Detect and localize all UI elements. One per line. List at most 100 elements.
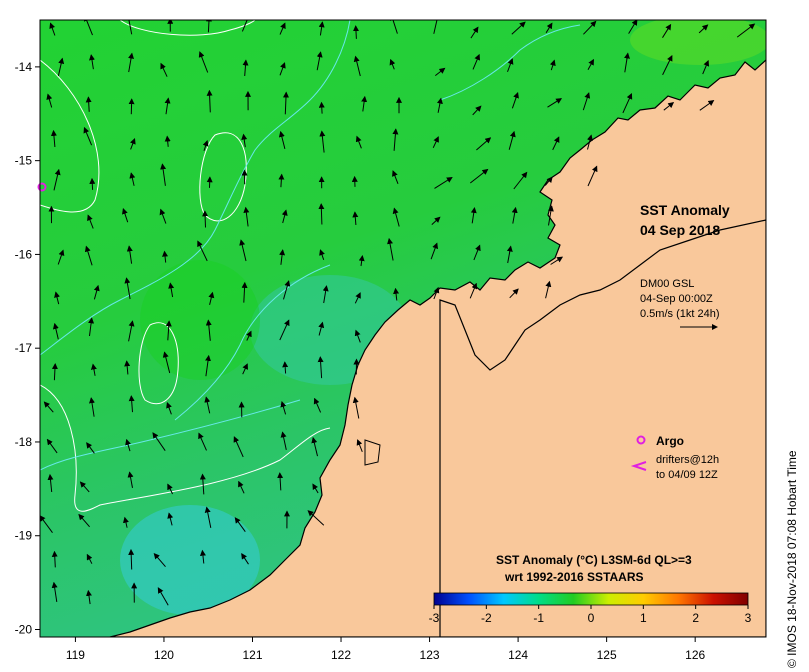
land-island [364, 439, 381, 466]
colorbar-tick-label: 1 [640, 611, 647, 625]
current-vector-arrow [354, 292, 361, 304]
current-vector-arrow [164, 135, 171, 147]
map-title-line2: 04 Sep 2018 [640, 222, 720, 238]
current-vector-arrow [318, 101, 325, 114]
current-vector-arrow [52, 322, 59, 340]
current-vector-arrow [281, 209, 288, 224]
land-kimberley-coast [439, 219, 766, 637]
current-vector-arrow [472, 53, 481, 70]
current-vector-arrow [312, 483, 319, 494]
current-vector-arrow [587, 165, 598, 187]
current-vector-arrow [507, 58, 514, 72]
current-vector-arrow [51, 363, 58, 381]
current-vector-arrow [392, 128, 399, 151]
current-vector-arrow [318, 21, 325, 36]
current-vector-arrow [699, 100, 715, 111]
current-vector-arrow [84, 245, 93, 266]
current-vector-arrow [628, 20, 638, 34]
current-vector-arrow [356, 439, 363, 452]
current-vector-arrow [86, 589, 92, 605]
current-vector-arrow [511, 206, 518, 224]
y-tick-label: -14 [15, 60, 33, 74]
current-vector-arrow [279, 249, 286, 265]
y-tick-label: -15 [15, 154, 33, 168]
colorbar-title-line1: SST Anomaly (°C) L3SM-6d QL>=3 [496, 553, 692, 567]
current-vector-arrow [241, 552, 249, 565]
current-vector-arrow [430, 242, 438, 260]
current-vector-arrow [89, 54, 95, 70]
current-vector-arrow [352, 396, 360, 419]
current-vector-arrow [238, 480, 245, 494]
current-vector-arrow [509, 288, 519, 299]
current-vector-arrow [319, 130, 326, 153]
current-vector-arrow [160, 163, 167, 186]
current-vector-arrow [152, 432, 166, 451]
current-vector-arrow [208, 291, 215, 306]
current-vector-arrow [389, 58, 396, 70]
current-vector-arrow [476, 137, 492, 151]
current-vector-arrow [663, 101, 675, 111]
current-vector-arrow [316, 51, 323, 71]
current-vector-arrow [86, 442, 95, 454]
current-vector-arrow [353, 55, 361, 77]
colorbar [433, 592, 749, 606]
current-vector-arrow [549, 59, 556, 71]
current-vector-arrow [198, 432, 207, 451]
current-vector-arrow [277, 472, 284, 491]
current-vector-arrow [93, 284, 100, 300]
current-vector-arrow [513, 171, 528, 190]
current-vector-arrow [279, 22, 286, 35]
warm-anomaly-patch [630, 20, 766, 65]
current-vector-arrow [78, 513, 90, 528]
current-vector-arrow [282, 361, 289, 374]
current-vector-arrow [473, 244, 481, 261]
current-vector-arrow [469, 282, 478, 299]
current-vector-arrow [157, 587, 169, 606]
current-vector-arrow [736, 23, 756, 38]
current-vector-arrow [159, 208, 167, 224]
current-vector-arrow [392, 207, 400, 227]
current-vector-arrow [53, 168, 61, 191]
current-vector-arrow [470, 26, 479, 39]
current-vector-arrow [587, 134, 593, 150]
current-vector-arrow [313, 397, 322, 413]
current-vector-arrow [241, 20, 248, 32]
current-vector-arrow [361, 95, 368, 112]
cool-anomaly-patch [120, 505, 260, 615]
current-vector-arrow [317, 356, 324, 379]
current-vector-arrow [51, 550, 58, 568]
current-vector-arrow [165, 320, 172, 341]
x-tick-label: 126 [685, 648, 705, 662]
current-vector-arrow [550, 256, 564, 265]
current-vector-arrow [127, 471, 134, 488]
current-vector-arrow [354, 329, 361, 343]
colorbar-tick-label: 2 [692, 611, 699, 625]
current-vector-arrow [130, 137, 136, 150]
current-vector-arrow [318, 203, 325, 225]
current-vector-arrow [197, 240, 208, 262]
current-vector-arrow [241, 281, 248, 303]
current-vector-arrow [545, 280, 552, 299]
current-vector-arrow [167, 512, 174, 526]
current-vector-arrow [128, 52, 135, 73]
colorbar-tick-label: -1 [533, 611, 544, 625]
current-vector-arrow [124, 360, 131, 375]
current-vector-arrow [311, 436, 318, 457]
current-vector-arrow [57, 249, 65, 265]
current-vector-arrow [199, 549, 206, 564]
current-vector-arrow [698, 24, 709, 34]
current-vector-arrow [202, 210, 209, 228]
current-vector-arrow [283, 280, 291, 300]
colorbar-ticks: -3 -2 -1 0 1 2 3 [429, 605, 752, 625]
current-vector-arrow [434, 176, 453, 189]
map-border [39, 19, 767, 638]
current-vector-arrow [167, 483, 174, 495]
warm-anomaly-patch [140, 260, 260, 380]
current-vector-arrow [202, 140, 209, 151]
current-vector-arrow [662, 23, 672, 38]
current-vector-arrow [358, 255, 365, 267]
current-vector-arrow [279, 319, 290, 341]
current-vector-arrow [390, 20, 398, 34]
colorbar-title-line2: wrt 1992-2016 SSTAARS [504, 570, 644, 584]
current-vector-arrow [47, 473, 54, 493]
